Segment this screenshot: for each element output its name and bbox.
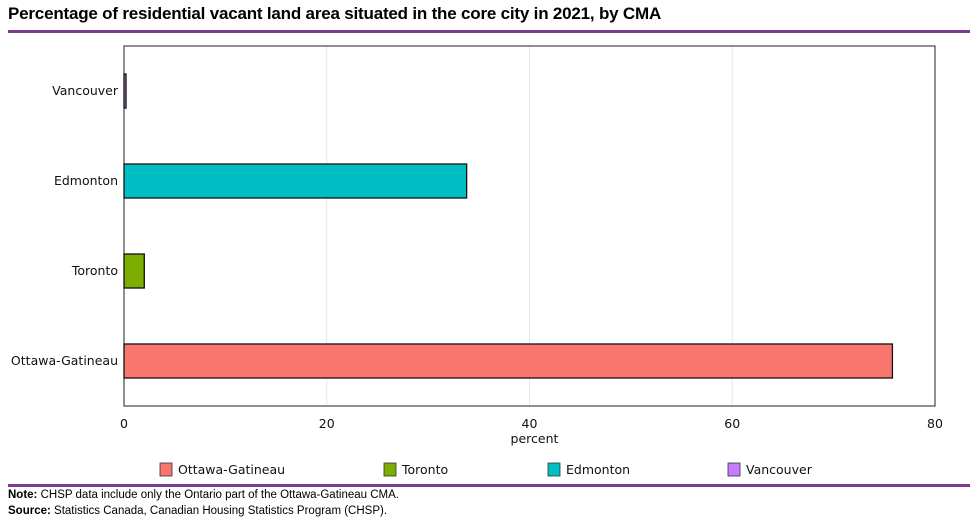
legend-label: Vancouver (746, 462, 813, 477)
x-tick-label: 20 (319, 416, 335, 431)
bar-chart: Ottawa-Gatineau Toronto Edmonton Vancouver 0… (11, 45, 943, 477)
y-tick-label: Vancouver (52, 83, 119, 98)
bar (123, 73, 127, 109)
legend-label: Edmonton (566, 462, 630, 477)
source-text: Statistics Canada, Canadian Housing Stat… (54, 505, 388, 517)
x-axis-label: percent (511, 431, 559, 446)
chart-title: Percentage of residential vacant land ar… (8, 4, 662, 23)
title-divider (8, 30, 970, 33)
y-tick-label: Toronto (71, 263, 118, 278)
note-line: Note: CHSP data include only the Ontario… (8, 489, 399, 501)
legend-label: Ottawa-Gatineau (178, 462, 285, 477)
x-tick-label: 0 (120, 416, 128, 431)
bar (123, 253, 145, 289)
y-tick-label: Ottawa-Gatineau (11, 353, 118, 368)
x-tick-label: 40 (522, 416, 538, 431)
plot-frame (123, 45, 936, 407)
legend-swatch (547, 462, 561, 477)
legend-swatch (727, 462, 741, 477)
bar (123, 163, 468, 199)
y-tick-label: Edmonton (54, 173, 118, 188)
bar (123, 343, 894, 379)
footer-divider (8, 484, 970, 487)
note-text: CHSP data include only the Ontario part … (40, 489, 399, 501)
legend-swatch (159, 462, 173, 477)
note-label: Note: (8, 489, 38, 501)
legend-label: Toronto (401, 462, 448, 477)
source-label: Source: (8, 505, 51, 517)
source-line: Source: Statistics Canada, Canadian Hous… (8, 505, 387, 517)
legend-swatch (383, 462, 397, 477)
x-tick-label: 80 (927, 416, 943, 431)
x-tick-label: 60 (724, 416, 740, 431)
